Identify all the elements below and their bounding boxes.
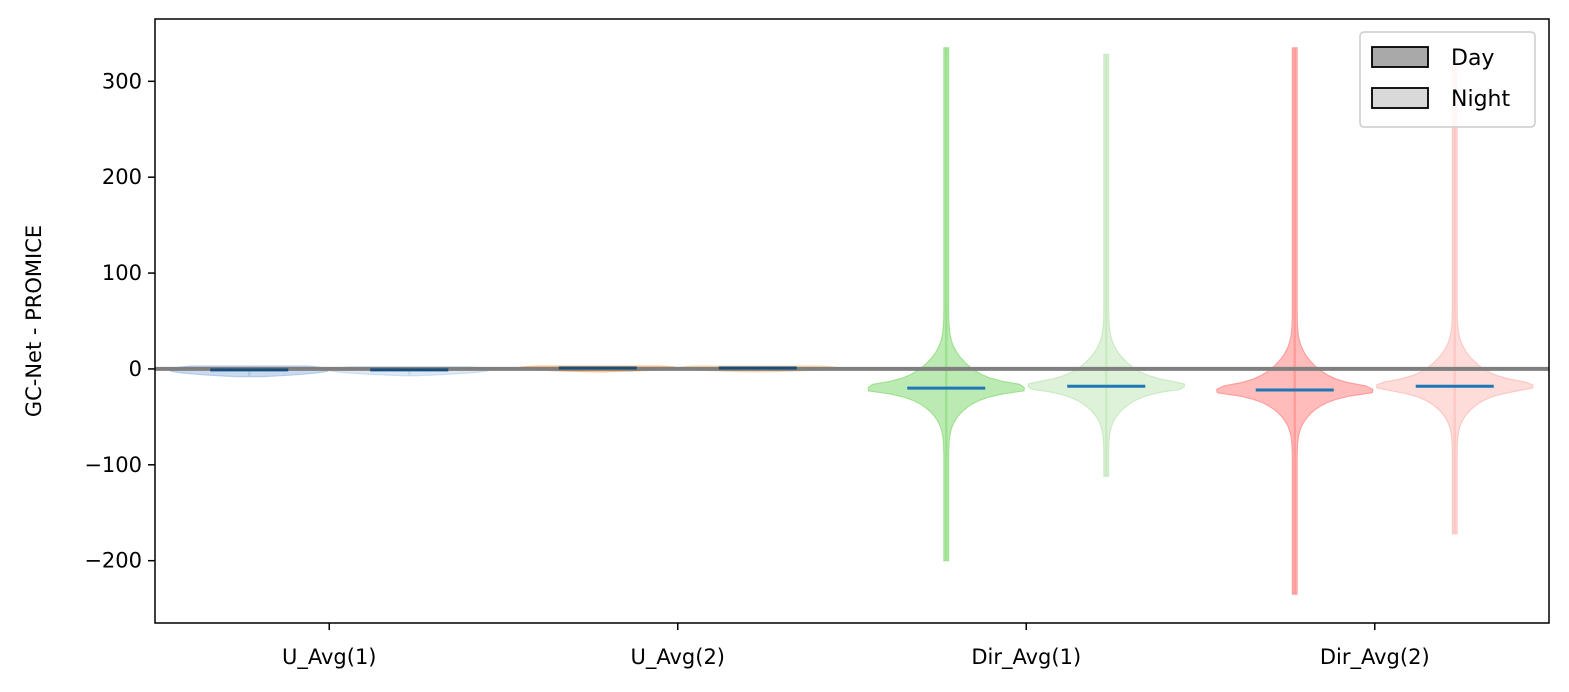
x-tick-label-dir-avg-2: Dir_Avg(2) bbox=[1320, 645, 1430, 670]
y-axis-title: GC-Net - PROMICE bbox=[22, 225, 46, 417]
legend-label-night: Night bbox=[1451, 87, 1510, 112]
y-tick-label-1: −100 bbox=[84, 453, 142, 477]
y-tick-label-4: 200 bbox=[102, 165, 142, 189]
y-tick-label-5: 300 bbox=[102, 69, 142, 93]
legend-swatch-day bbox=[1371, 46, 1429, 68]
x-tick-label-u-avg-2: U_Avg(2) bbox=[630, 645, 725, 670]
y-tick-label-0: −200 bbox=[84, 549, 142, 573]
legend-swatch-night bbox=[1371, 87, 1429, 109]
y-tick-label-2: 0 bbox=[129, 357, 142, 381]
violin-group bbox=[168, 47, 1534, 595]
axes-frame bbox=[154, 18, 1550, 624]
y-tick-label-3: 100 bbox=[102, 261, 142, 285]
median-group bbox=[210, 366, 1494, 392]
x-tick-label-dir-avg-1: Dir_Avg(1) bbox=[971, 645, 1081, 670]
axes: −200 −100 0 100 200 300 U_Avg(1) U_Avg(2) Dir_Av… bbox=[84, 18, 1550, 670]
x-tick-label-u-avg-1: U_Avg(1) bbox=[282, 645, 377, 670]
legend-label-day: Day bbox=[1451, 46, 1494, 71]
legend: Day Night bbox=[1359, 31, 1536, 128]
